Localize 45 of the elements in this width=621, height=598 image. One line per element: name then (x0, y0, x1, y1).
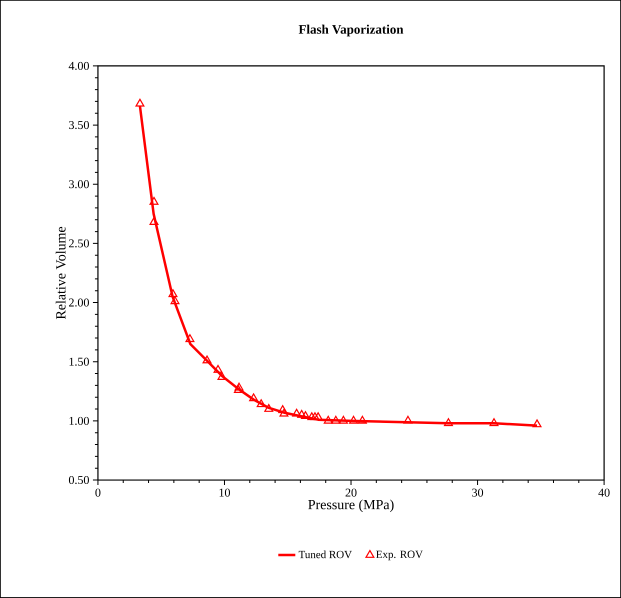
y-tick-label: 3.50 (69, 121, 89, 130)
y-tick-label: 1.00 (70, 416, 89, 425)
chart-title: Flash Vaporization (298, 24, 404, 36)
y-tick-label: 2.00 (69, 298, 89, 307)
point (403, 416, 412, 424)
point (307, 412, 316, 420)
legend-label: Exp. ROV (376, 550, 423, 560)
point (264, 404, 274, 412)
point (149, 216, 158, 225)
point (135, 98, 144, 107)
point (214, 364, 223, 373)
point (168, 289, 178, 298)
point (185, 334, 194, 342)
x-tick-label: 30 (472, 488, 484, 497)
x-tick-label: 40 (598, 488, 610, 497)
point (331, 416, 340, 424)
point (149, 196, 158, 205)
point (338, 416, 348, 424)
y-axis-title: Relative Volume (56, 226, 66, 320)
point (279, 408, 288, 417)
point (444, 418, 453, 426)
x-tick-label: 10 (220, 488, 230, 497)
y-tick-label: 0.50 (68, 476, 89, 484)
point (278, 405, 288, 414)
point (349, 416, 358, 424)
x-tick-label: 0 (95, 488, 100, 497)
point (256, 399, 266, 408)
point (170, 296, 180, 304)
point (234, 382, 244, 391)
y-tick-label: 4.00 (68, 62, 89, 70)
point (217, 372, 226, 380)
x-axis-title: Pressure (MPa) (308, 499, 394, 512)
point (324, 416, 333, 424)
point (532, 419, 542, 428)
point (202, 355, 212, 364)
legend-label: Tuned ROV (298, 550, 352, 558)
x-tick-label: 20 (346, 488, 357, 497)
point (490, 418, 499, 426)
point (292, 408, 302, 417)
y-tick-label: 1.50 (70, 358, 89, 366)
y-tick-label: 2.50 (69, 239, 89, 248)
point (358, 416, 367, 424)
point (300, 411, 310, 419)
y-tick-label: 3.00 (69, 180, 89, 188)
point (249, 393, 258, 402)
